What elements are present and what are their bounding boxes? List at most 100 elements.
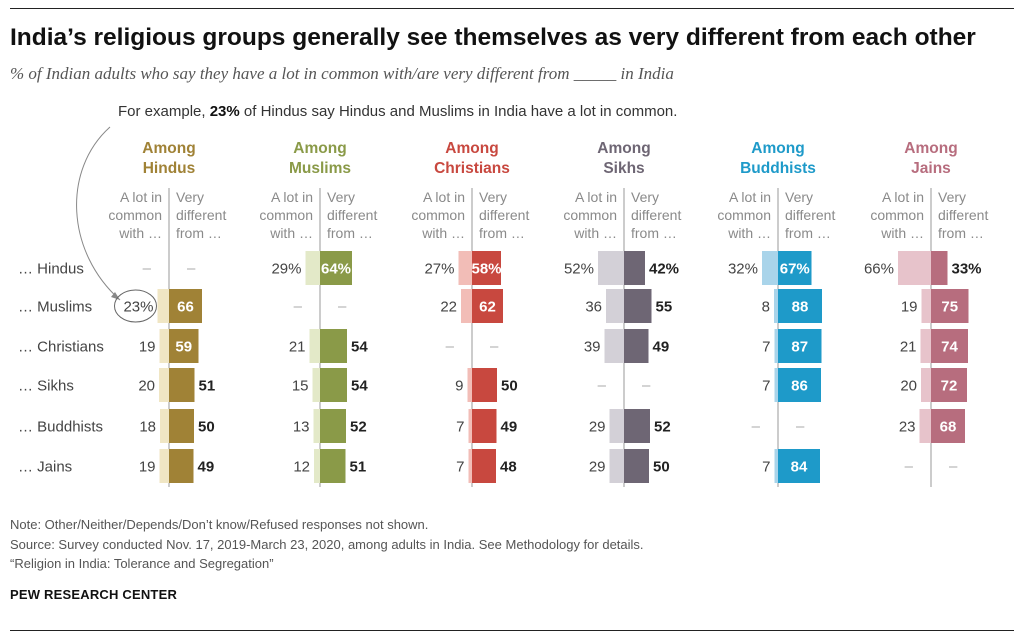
- bar-different: [931, 368, 967, 402]
- column-header-different: from …: [785, 225, 831, 241]
- value-label-common: 39: [584, 339, 601, 356]
- bar-different: [931, 329, 968, 363]
- example-prefix: For example,: [118, 103, 210, 120]
- value-label-different: 49: [501, 419, 518, 436]
- bar-different: [169, 368, 195, 402]
- bar-common: [458, 251, 472, 285]
- column-header-different: Very: [785, 189, 813, 205]
- missing-marker: –: [949, 458, 958, 475]
- bar-common: [159, 449, 169, 483]
- column-header-different: Very: [479, 189, 507, 205]
- bar-common: [921, 289, 931, 323]
- missing-marker: –: [642, 377, 651, 394]
- value-label-common: 27%: [424, 261, 454, 278]
- value-label-different: 88: [792, 299, 809, 316]
- chart-title: India’s religious groups generally see t…: [10, 24, 976, 51]
- example-callout-arrow: [76, 126, 121, 301]
- value-label-common: 29%: [271, 261, 301, 278]
- example-annotation: For example, 23% of Hindus say Hindus an…: [118, 103, 677, 120]
- bar-different: [169, 329, 199, 363]
- value-label-common: 29: [589, 419, 606, 436]
- note-text: Note: Other/Neither/Depends/Don’t know/R…: [10, 517, 429, 532]
- column-header-common: A lot in: [423, 189, 465, 205]
- value-label-different: 59: [175, 339, 192, 356]
- bar-common: [609, 409, 624, 443]
- bar-common: [898, 251, 931, 285]
- column-header-different: Very: [631, 189, 659, 205]
- missing-marker: –: [338, 298, 347, 315]
- bar-different: [624, 329, 649, 363]
- panel-header: Among: [597, 140, 650, 157]
- value-label-common: 23%: [123, 299, 153, 316]
- example-suffix: of Hindus say Hindus and Muslims in Indi…: [239, 103, 678, 120]
- value-label-common: 20: [900, 378, 917, 395]
- value-label-common: 7: [762, 378, 770, 395]
- bar-common: [920, 329, 931, 363]
- value-label-common: 9: [455, 378, 463, 395]
- value-label-different: 68: [940, 419, 957, 436]
- value-label-common: 20: [138, 378, 155, 395]
- value-label-different: 67%: [780, 261, 810, 278]
- source-text: Source: Survey conducted Nov. 17, 2019-M…: [10, 536, 644, 552]
- value-label-common: 13: [293, 419, 310, 436]
- value-label-different: 42%: [649, 261, 679, 278]
- missing-marker: –: [905, 458, 914, 475]
- value-label-different: 49: [653, 339, 670, 356]
- column-header-different: different: [938, 207, 988, 223]
- bar-different: [320, 329, 347, 363]
- bar-common: [314, 449, 320, 483]
- bar-common: [606, 289, 624, 323]
- panel-header: Christians: [434, 160, 510, 177]
- value-label-different: 50: [653, 459, 670, 476]
- bar-common: [461, 289, 472, 323]
- value-label-different: 64%: [321, 261, 351, 278]
- bar-common: [159, 329, 169, 363]
- bar-different: [778, 368, 821, 402]
- example-value: 23%: [209, 103, 240, 120]
- bar-common: [762, 251, 778, 285]
- bar-common: [774, 449, 778, 483]
- missing-marker: –: [446, 338, 455, 355]
- bar-different: [624, 449, 649, 483]
- value-label-different: 62: [479, 299, 496, 316]
- column-header-common: A lot in: [882, 189, 924, 205]
- column-header-common: with …: [421, 225, 465, 241]
- column-header-common: common: [870, 207, 924, 223]
- bar-different: [624, 409, 650, 443]
- column-header-different: different: [327, 207, 377, 223]
- notes-block: Note: Other/Neither/Depends/Don’t know/R…: [10, 515, 644, 574]
- column-header-common: with …: [118, 225, 162, 241]
- missing-marker: –: [752, 418, 761, 435]
- column-header-common: common: [411, 207, 465, 223]
- bottom-rule: [10, 630, 1014, 631]
- value-label-different: 33%: [952, 261, 982, 278]
- row-label: … Hindus: [18, 261, 84, 278]
- bar-common: [313, 409, 320, 443]
- value-label-different: 86: [791, 378, 808, 395]
- bar-common: [309, 329, 320, 363]
- column-header-common: with …: [573, 225, 617, 241]
- value-label-different: 49: [198, 459, 215, 476]
- value-label-different: 50: [501, 378, 518, 395]
- column-header-different: Very: [938, 189, 966, 205]
- bar-common: [604, 329, 624, 363]
- row-label: … Jains: [18, 459, 72, 476]
- panel-header: Muslims: [289, 160, 351, 177]
- bar-different: [778, 329, 822, 363]
- bar-different: [931, 289, 969, 323]
- bar-common: [157, 289, 169, 323]
- value-label-common: 21: [289, 339, 306, 356]
- bar-different: [931, 409, 965, 443]
- bar-different: [931, 251, 948, 285]
- value-label-different: 74: [941, 339, 958, 356]
- value-label-common: 19: [139, 459, 156, 476]
- report-text: “Religion in India: Tolerance and Segreg…: [10, 556, 274, 571]
- column-header-different: different: [631, 207, 681, 223]
- value-label-common: 18: [139, 419, 156, 436]
- bar-common: [774, 329, 778, 363]
- value-label-different: 48: [500, 459, 517, 476]
- bar-common: [160, 409, 169, 443]
- column-header-common: with …: [880, 225, 924, 241]
- bar-common: [159, 368, 169, 402]
